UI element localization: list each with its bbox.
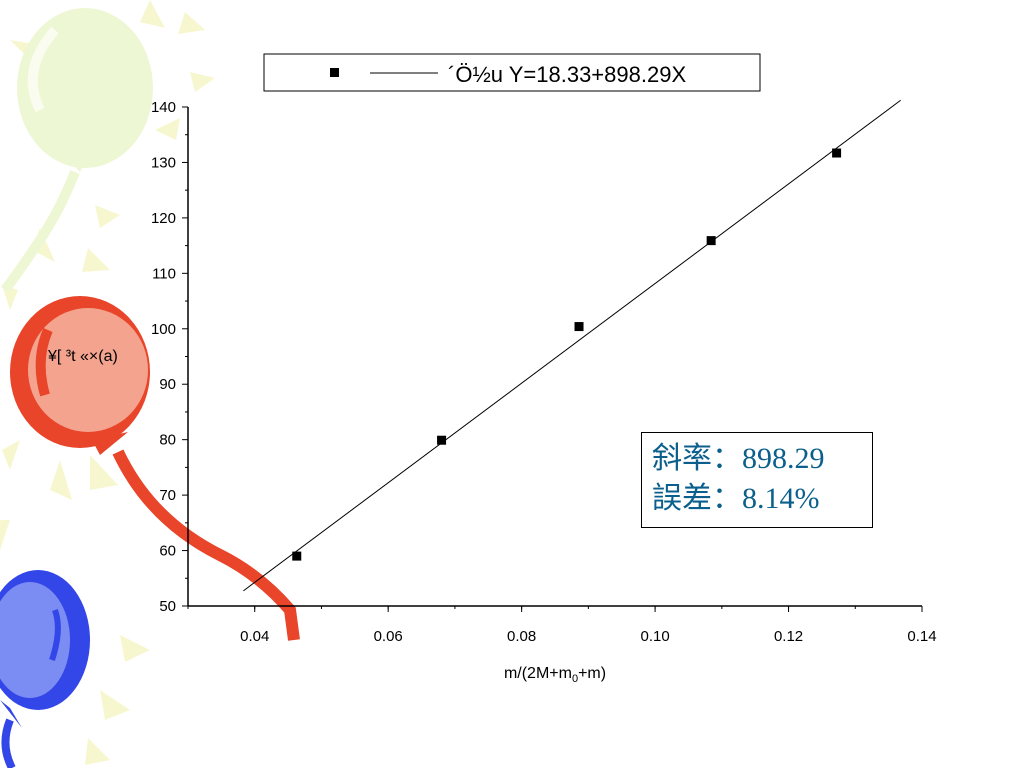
x-tick-label: 0.06 bbox=[374, 628, 403, 645]
data-points bbox=[292, 148, 842, 561]
x-tick-label: 0.08 bbox=[507, 628, 536, 645]
error-text: 誤差：8.14% bbox=[652, 482, 820, 515]
x-axis-label-subscript: 0 bbox=[572, 673, 578, 685]
legend-label: ´Ö½u Y=18.33+898.29X bbox=[448, 62, 686, 87]
y-tick-label: 120 bbox=[151, 210, 176, 227]
result-box: 斜率：898.29 誤差：8.14% bbox=[641, 432, 873, 528]
sun-rays-decoration bbox=[0, 0, 215, 765]
blue-balloon bbox=[0, 570, 90, 768]
slope-text: 斜率：898.29 bbox=[652, 442, 825, 475]
y-tick-label: 130 bbox=[151, 154, 176, 171]
data-point bbox=[292, 551, 302, 561]
data-point bbox=[706, 236, 716, 246]
red-balloon bbox=[10, 296, 300, 641]
legend-frame bbox=[263, 53, 761, 92]
data-point bbox=[437, 435, 447, 445]
legend-marker-icon bbox=[330, 68, 339, 77]
fit-line bbox=[243, 99, 901, 592]
x-tick-label: 0.10 bbox=[640, 628, 669, 645]
x-tick-label: 0.04 bbox=[240, 628, 269, 645]
x-axis-label: m/(2M+m0+m) bbox=[504, 665, 606, 685]
y-tick-label: 90 bbox=[159, 376, 176, 393]
data-point bbox=[832, 148, 842, 158]
y-tick-label: 70 bbox=[159, 487, 176, 504]
y-tick-label: 110 bbox=[152, 265, 176, 282]
y-tick-label: 140 bbox=[151, 99, 176, 116]
y-tick-label: 100 bbox=[151, 321, 176, 338]
y-tick-label: 80 bbox=[159, 432, 176, 449]
legend: ´Ö½u Y=18.33+898.29X bbox=[263, 53, 761, 92]
x-ticks: 0.04 0.06 0.08 0.10 0.12 0.14 bbox=[187, 606, 937, 645]
axes bbox=[187, 107, 922, 607]
y-ticks: 50 60 70 80 90 100 110 120 130 140 bbox=[151, 99, 188, 615]
green-balloon bbox=[0, 8, 153, 293]
x-tick-label: 0.14 bbox=[907, 628, 936, 645]
y-tick-label: 60 bbox=[159, 543, 176, 560]
data-point bbox=[574, 322, 584, 332]
y-axis-label: ¥[ ³t «×(a) bbox=[47, 348, 118, 365]
x-tick-label: 0.12 bbox=[774, 628, 803, 645]
y-tick-label: 50 bbox=[159, 598, 176, 615]
